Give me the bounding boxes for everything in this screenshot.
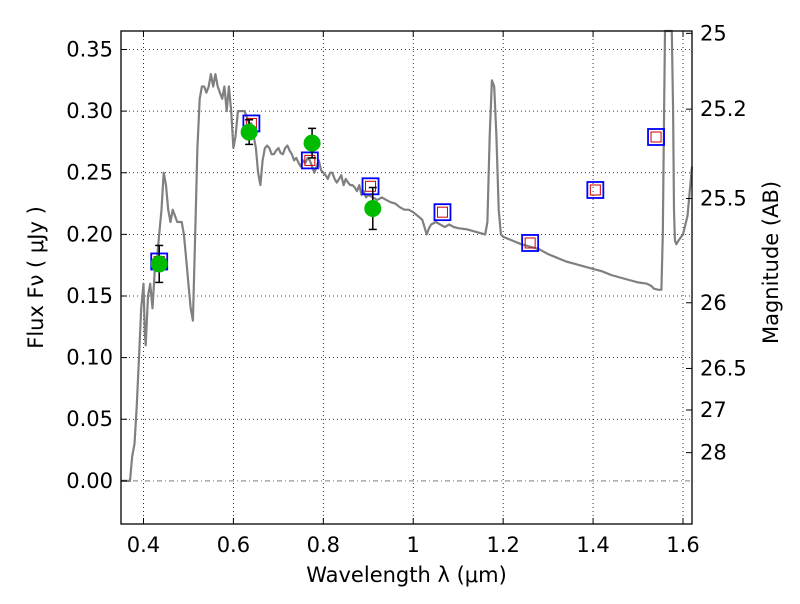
mag-tick-label: 25.2 bbox=[700, 97, 747, 121]
y-axis-label: Flux Fν ( μJy ) bbox=[24, 206, 48, 349]
y-tick-label: 0.15 bbox=[66, 284, 113, 308]
y2-axis-label: Magnitude (AB) bbox=[759, 181, 783, 344]
model-flux-inner-marker bbox=[589, 184, 601, 196]
observed-flux-point bbox=[150, 255, 168, 273]
y-tick-label: 0.05 bbox=[66, 407, 113, 431]
observed-flux-point bbox=[240, 123, 258, 141]
y-tick-label: 0.00 bbox=[66, 469, 113, 493]
mag-tick-label: 25.5 bbox=[700, 186, 747, 210]
model-flux-marker bbox=[521, 234, 540, 252]
x-tick-label: 1.6 bbox=[666, 533, 699, 557]
x-tick-label: 0.4 bbox=[127, 533, 160, 557]
model-flux-inner-marker bbox=[365, 180, 377, 192]
sed-model-line bbox=[121, 29, 694, 482]
observed-flux-point bbox=[303, 134, 321, 152]
x-tick-label: 1.4 bbox=[576, 533, 609, 557]
x-tick-label: 1.2 bbox=[486, 533, 519, 557]
marker-layer bbox=[150, 114, 665, 284]
observed-flux-point bbox=[364, 199, 382, 217]
y-tick-label: 0.25 bbox=[66, 161, 113, 185]
mag-tick-label: 25 bbox=[700, 21, 727, 45]
x-tick-label: 1 bbox=[407, 533, 420, 557]
mag-tick-label: 27 bbox=[700, 398, 727, 422]
mag-tick-label: 26.5 bbox=[700, 356, 747, 380]
model-flux-inner-marker bbox=[524, 237, 536, 249]
plot-frame bbox=[120, 30, 693, 525]
model-flux-inner-marker bbox=[436, 206, 448, 218]
model-flux-inner-marker bbox=[304, 154, 316, 166]
tick-layer: 0.4 0.6 0.8 1 1.2 1.4 1.6 0.00 0.05 0.10 0.15 0.20 0… bbox=[66, 21, 747, 557]
grid-layer bbox=[121, 31, 692, 524]
model-flux-marker bbox=[647, 128, 665, 146]
x-axis-label: Wavelength λ (μm) bbox=[306, 563, 507, 587]
x-tick-label: 0.8 bbox=[307, 533, 340, 557]
model-flux-marker bbox=[361, 177, 380, 196]
y-tick-label: 0.10 bbox=[66, 346, 113, 370]
model-flux-marker bbox=[433, 203, 452, 222]
model-flux-marker bbox=[300, 151, 319, 170]
mag-tick-label: 28 bbox=[700, 441, 727, 465]
y-tick-label: 0.30 bbox=[66, 99, 113, 123]
x-tick-label: 0.6 bbox=[217, 533, 250, 557]
model-flux-inner-marker bbox=[650, 131, 662, 143]
y-tick-label: 0.20 bbox=[66, 222, 113, 246]
line-layer bbox=[121, 29, 694, 482]
y-tick-label: 0.35 bbox=[66, 37, 113, 61]
mag-tick-label: 26 bbox=[700, 291, 727, 315]
model-flux-marker bbox=[586, 181, 605, 199]
